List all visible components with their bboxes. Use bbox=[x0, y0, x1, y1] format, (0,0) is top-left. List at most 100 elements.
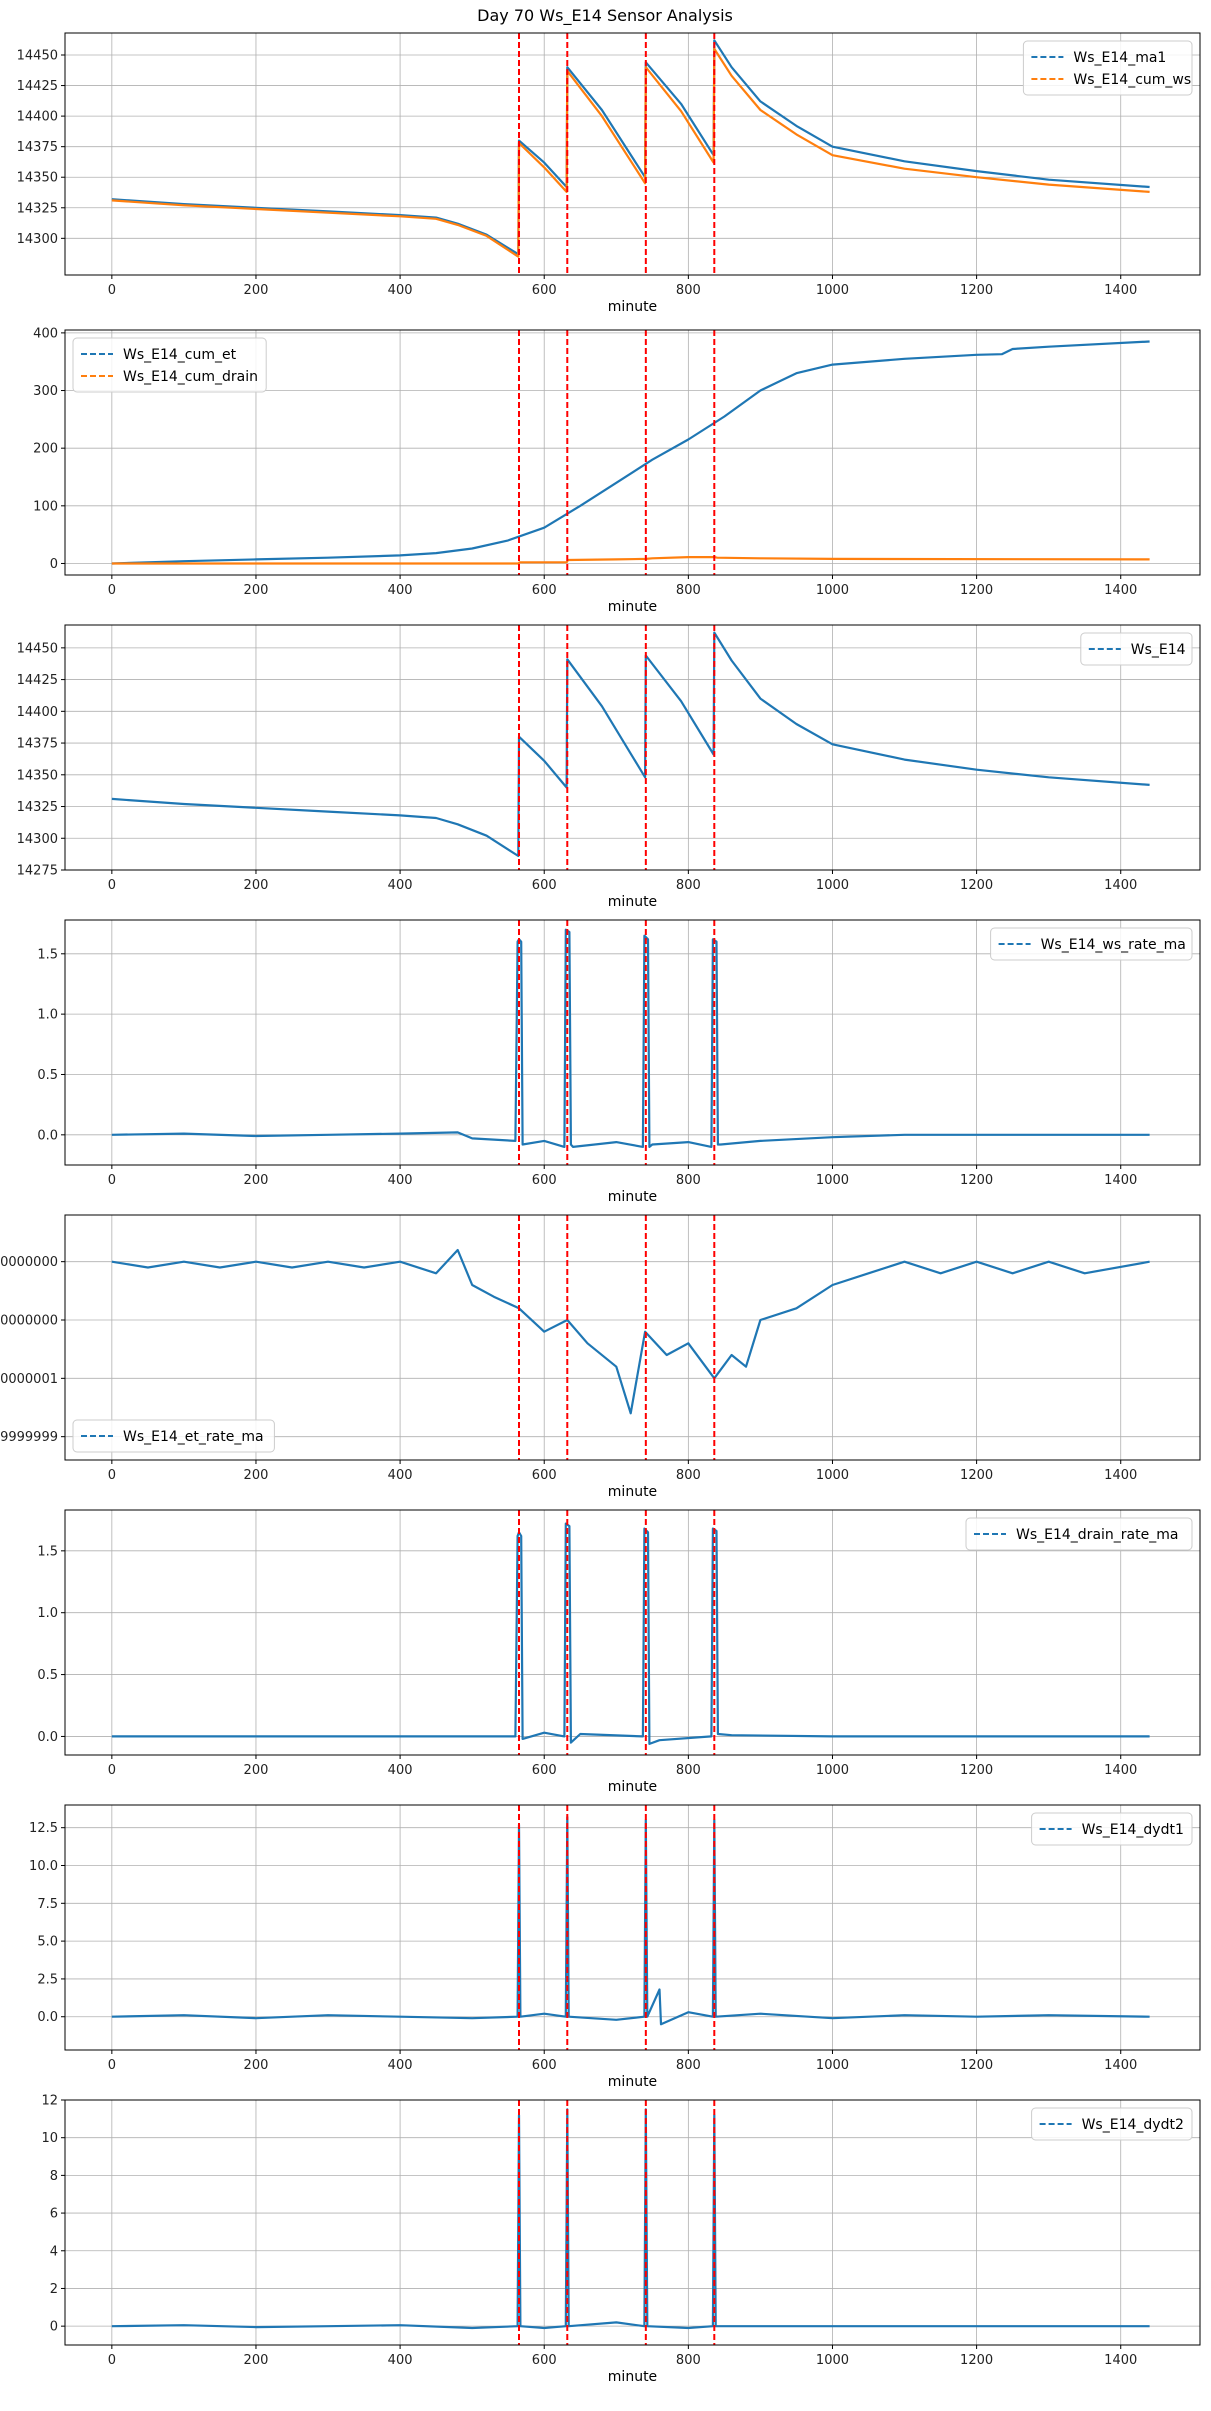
legend-label: Ws_E14_ma1 bbox=[1073, 50, 1166, 66]
legend: Ws_E14_cum_et Ws_E14_cum_drain bbox=[72, 337, 267, 393]
y-tick-label: 14325 bbox=[17, 800, 58, 815]
legend-box bbox=[965, 1517, 1193, 1551]
y-tick-label: 14275 bbox=[17, 864, 58, 879]
x-tick-label: 600 bbox=[532, 2058, 557, 2073]
x-tick-label: 0 bbox=[108, 2353, 116, 2368]
legend: Ws_E14_ma1 Ws_E14_cum_ws bbox=[1022, 40, 1193, 96]
x-tick-label: 1000 bbox=[816, 878, 849, 893]
axes-frame bbox=[64, 1509, 1201, 1756]
y-tick-label: 100 bbox=[33, 499, 58, 514]
x-tick-label: 1000 bbox=[816, 2353, 849, 2368]
subplot-8: 0 200 400 600 800 1000 1200 1400 0 2 4 6 8 10 12 minute… bbox=[41, 2094, 1201, 2385]
x-tick-label: 1200 bbox=[960, 283, 993, 298]
y-tick-label: 1.5 bbox=[37, 1544, 58, 1559]
y-tick-label: 1.5 bbox=[37, 947, 58, 962]
x-tick-label: 1400 bbox=[1104, 1468, 1137, 1483]
x-tick-label: 800 bbox=[676, 1468, 701, 1483]
y-tick-label: 14300 bbox=[17, 232, 58, 247]
subplot-3: 0 200 400 600 800 1000 1200 1400 14275 14300 14325… bbox=[17, 624, 1201, 910]
x-tick-label: 0 bbox=[108, 1468, 116, 1483]
y-tick-label: 400 bbox=[33, 326, 58, 341]
x-tick-label: 200 bbox=[244, 1763, 269, 1778]
x-tick-label: 200 bbox=[244, 1173, 269, 1188]
legend-box bbox=[1022, 40, 1193, 96]
figure-title: Day 70 Ws_E14 Sensor Analysis bbox=[477, 6, 733, 26]
x-axis-label: minute bbox=[608, 894, 657, 910]
axes-frame bbox=[64, 329, 1201, 576]
x-tick-label: 1200 bbox=[960, 1173, 993, 1188]
legend-box bbox=[990, 927, 1193, 961]
plot-area bbox=[65, 625, 1200, 870]
y-tick-label: 2.5 bbox=[37, 1972, 58, 1987]
series-line-Ws_E14_ma1 bbox=[111, 39, 1150, 256]
y-tick-label: 0.00000000000000000 bbox=[0, 1255, 58, 1270]
plot-area bbox=[65, 33, 1200, 275]
legend: Ws_E14 bbox=[1080, 632, 1193, 666]
x-tick-label: 400 bbox=[388, 1763, 413, 1778]
y-tick-label: 14425 bbox=[17, 79, 58, 94]
x-tick-label: 1200 bbox=[960, 878, 993, 893]
axes-frame bbox=[64, 32, 1201, 276]
y-tick-label: 10 bbox=[41, 2131, 58, 2146]
y-tick-label: 0.5 bbox=[37, 1668, 58, 1683]
plot-area bbox=[65, 2100, 1200, 2345]
x-axis-label: minute bbox=[608, 2074, 657, 2090]
x-tick-label: 1000 bbox=[816, 1763, 849, 1778]
x-axis-label: minute bbox=[608, 1189, 657, 1205]
y-tick-label: 14375 bbox=[17, 737, 58, 752]
legend-label: Ws_E14_cum_drain bbox=[123, 369, 258, 385]
legend-label: Ws_E14_drain_rate_ma bbox=[1016, 1527, 1178, 1543]
x-tick-label: 1400 bbox=[1104, 2058, 1137, 2073]
y-tick-label: 14300 bbox=[17, 832, 58, 847]
x-tick-label: 1000 bbox=[816, 283, 849, 298]
legend: Ws_E14_dydt1 bbox=[1031, 1812, 1193, 1846]
y-tick-label: 12 bbox=[41, 2094, 58, 2109]
x-tick-label: 400 bbox=[388, 1173, 413, 1188]
x-axis-label: minute bbox=[608, 2369, 657, 2385]
x-tick-label: 200 bbox=[244, 878, 269, 893]
y-tick-label: 0.0 bbox=[37, 2010, 58, 2025]
series-line-Ws_E14_ws_rate_ma bbox=[111, 928, 1150, 1149]
legend-label: Ws_E14 bbox=[1131, 642, 1186, 658]
legend: Ws_E14_drain_rate_ma bbox=[965, 1517, 1193, 1551]
y-tick-label: 0.5 bbox=[37, 1068, 58, 1083]
legend-box bbox=[1031, 2107, 1193, 2141]
subplot-2: 0 200 400 600 800 1000 1200 1400 0 100 200 300 400 mi… bbox=[33, 326, 1201, 615]
y-tick-label: -0.10000000000000001 bbox=[0, 1372, 58, 1387]
x-tick-label: 800 bbox=[676, 583, 701, 598]
x-tick-label: 400 bbox=[388, 878, 413, 893]
x-tick-label: 400 bbox=[388, 583, 413, 598]
legend: Ws_E14_dydt2 bbox=[1031, 2107, 1193, 2141]
x-tick-label: 800 bbox=[676, 878, 701, 893]
series-line-Ws_E14_drain_rate_ma bbox=[111, 1522, 1150, 1746]
x-tick-label: 600 bbox=[532, 583, 557, 598]
x-tick-label: 1200 bbox=[960, 1468, 993, 1483]
x-tick-label: 1400 bbox=[1104, 283, 1137, 298]
y-tick-label: 12.5 bbox=[29, 1821, 58, 1836]
subplot-4: 0 200 400 600 800 1000 1200 1400 0.0 0.5 1.0 1.5 min… bbox=[37, 919, 1201, 1205]
subplot-1: 0 200 400 600 800 1000 1200 1400 14300 14325 14350… bbox=[17, 32, 1201, 315]
y-tick-label: 300 bbox=[33, 384, 58, 399]
x-tick-label: 0 bbox=[108, 283, 116, 298]
x-tick-label: 400 bbox=[388, 2058, 413, 2073]
y-tick-label: 1.0 bbox=[37, 1008, 58, 1023]
x-tick-label: 800 bbox=[676, 2058, 701, 2073]
y-tick-label: 5.0 bbox=[37, 1935, 58, 1950]
y-tick-label: 0 bbox=[50, 2320, 58, 2335]
series-line-Ws_E14_cum_ws bbox=[111, 47, 1150, 258]
x-tick-label: 800 bbox=[676, 1173, 701, 1188]
x-tick-label: 600 bbox=[532, 1468, 557, 1483]
axes-frame bbox=[64, 624, 1201, 871]
axes-frame bbox=[64, 1214, 1201, 1461]
x-tick-label: 200 bbox=[244, 283, 269, 298]
y-tick-label: 1.0 bbox=[37, 1606, 58, 1621]
x-tick-label: 600 bbox=[532, 1173, 557, 1188]
x-tick-label: 200 bbox=[244, 2058, 269, 2073]
y-tick-label: 6 bbox=[50, 2207, 58, 2222]
y-tick-label: 14375 bbox=[17, 140, 58, 155]
x-tick-label: 1400 bbox=[1104, 1763, 1137, 1778]
y-tick-label: 7.5 bbox=[37, 1897, 58, 1912]
y-tick-label: 14350 bbox=[17, 171, 58, 186]
legend-box bbox=[1080, 632, 1193, 666]
series-line-Ws_E14_dydt2 bbox=[111, 2108, 1150, 2330]
